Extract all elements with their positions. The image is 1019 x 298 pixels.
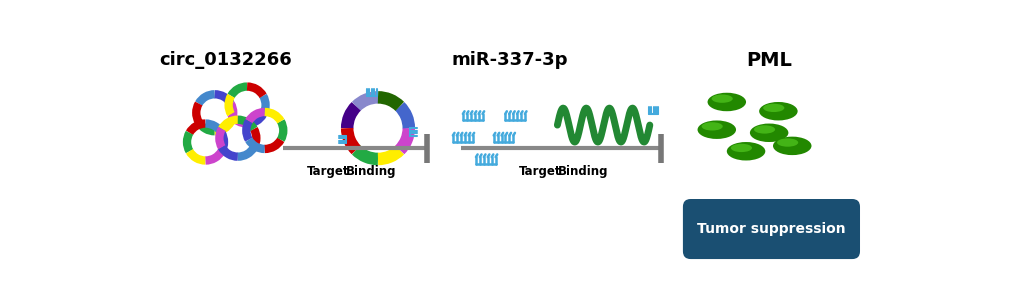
Text: Target: Target [307,165,348,178]
Text: PML: PML [746,51,792,70]
Ellipse shape [762,104,784,112]
FancyBboxPatch shape [120,27,924,274]
Ellipse shape [727,142,764,161]
Ellipse shape [749,124,788,142]
Ellipse shape [776,138,798,147]
FancyBboxPatch shape [683,199,859,259]
Ellipse shape [758,102,797,120]
Ellipse shape [711,94,732,103]
Text: Binding: Binding [557,165,607,178]
Text: miR-337-3p: miR-337-3p [451,51,568,69]
Ellipse shape [731,144,751,152]
Ellipse shape [753,125,774,134]
Text: circ_0132266: circ_0132266 [159,51,291,69]
Text: Binding: Binding [345,165,396,178]
Text: Target: Target [518,165,560,178]
Ellipse shape [697,120,736,139]
Ellipse shape [772,136,811,155]
Ellipse shape [707,93,745,111]
Ellipse shape [701,122,722,131]
Text: Tumor suppression: Tumor suppression [696,222,845,236]
